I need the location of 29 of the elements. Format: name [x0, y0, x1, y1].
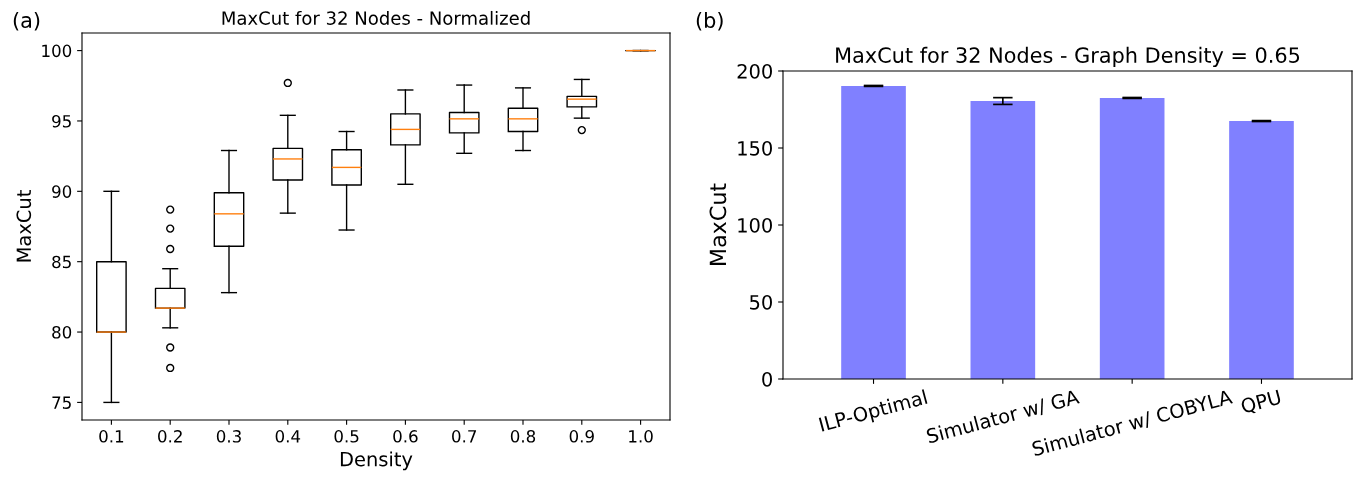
x-tick-label: 0.9 — [569, 430, 594, 443]
text: (b) — [696, 11, 723, 31]
y-tick-label: 95 — [52, 114, 71, 128]
x-tick-label: 0.3 — [216, 430, 241, 443]
y-tick-label: 80 — [52, 326, 72, 339]
y-axis-title: MaxCut — [709, 183, 727, 265]
chart-title: MaxCut for 32 Nodes - Normalized — [222, 10, 530, 25]
x-tick-label: 0.2 — [158, 430, 182, 443]
y-tick-label: 75 — [52, 396, 71, 409]
x-tick-label: 0.8 — [510, 430, 536, 443]
y-tick-label: 200 — [737, 63, 772, 79]
y-tick-label: 50 — [750, 294, 772, 310]
x-tick-label: 0.7 — [452, 430, 477, 443]
y-axis-title: MaxCut — [16, 190, 32, 262]
x-tick-label: 0.6 — [393, 430, 418, 443]
y-tick-label: 85 — [52, 255, 71, 269]
x-tick-label: 0.5 — [334, 430, 359, 443]
y-tick-label: 100 — [42, 44, 72, 58]
text: (a) — [13, 11, 40, 31]
y-tick-label: 150 — [738, 140, 772, 156]
y-tick-label: 0 — [762, 371, 772, 387]
y-tick-label: 100 — [738, 217, 772, 233]
x-tick-label: 0.4 — [275, 430, 301, 443]
x-axis-title: Density — [340, 451, 413, 471]
y-tick-label: 90 — [52, 185, 72, 198]
x-tick-label: QPU — [1240, 389, 1282, 416]
x-tick-label: 0.1 — [99, 430, 124, 443]
x-tick-label: 1.0 — [629, 430, 653, 443]
chart-title: MaxCut for 32 Nodes - Graph Density = 0.65 — [836, 46, 1300, 67]
